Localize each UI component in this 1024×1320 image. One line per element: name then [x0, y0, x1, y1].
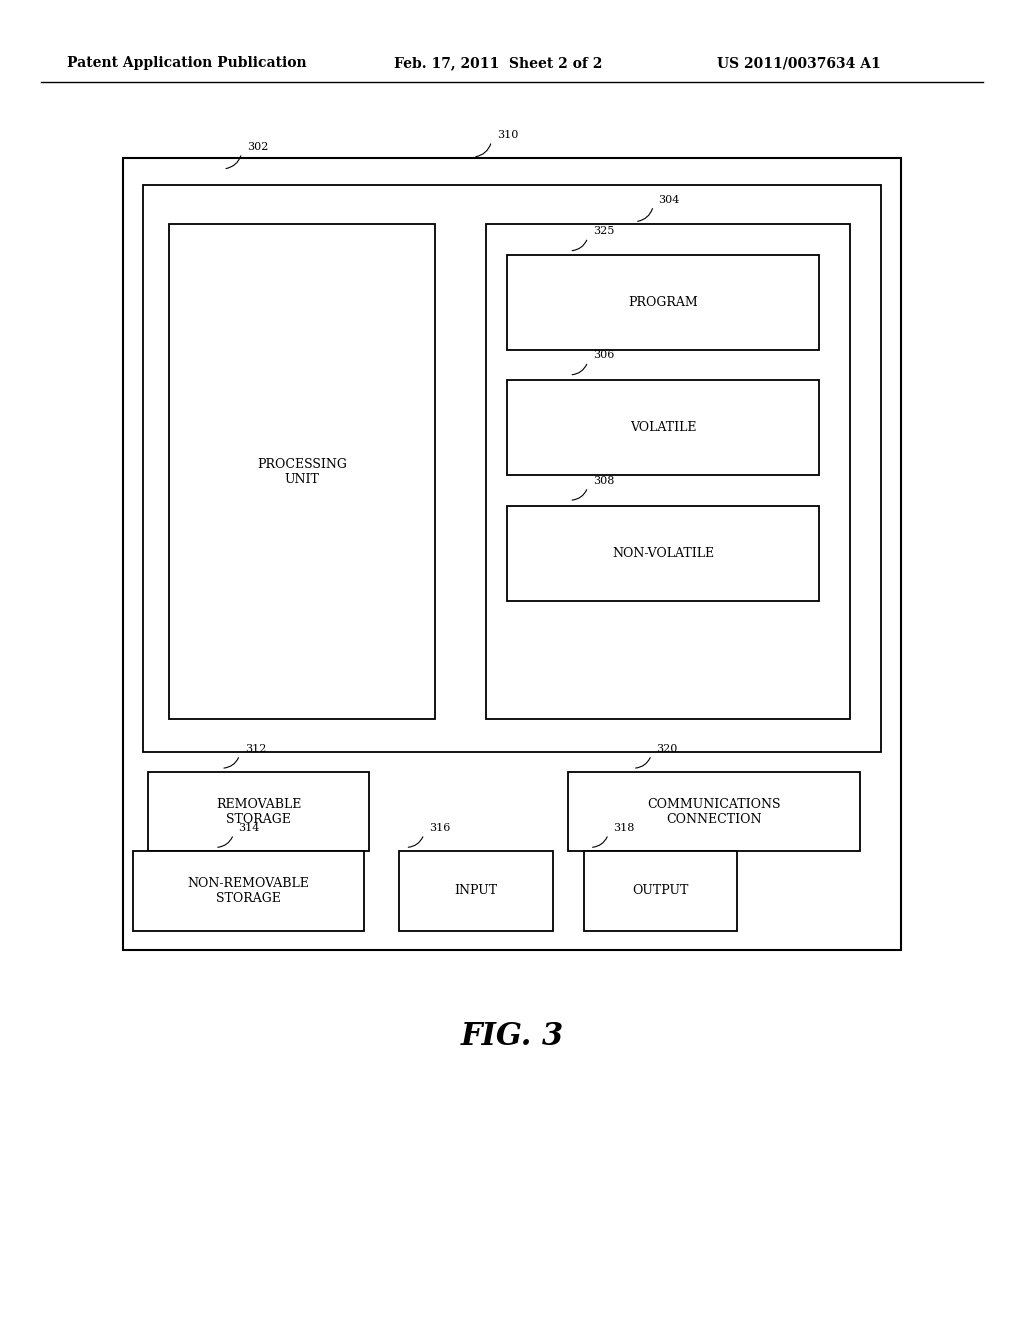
Text: Feb. 17, 2011  Sheet 2 of 2: Feb. 17, 2011 Sheet 2 of 2 [394, 57, 602, 70]
Text: 310: 310 [497, 129, 518, 140]
Text: INPUT: INPUT [455, 884, 498, 898]
Bar [133, 851, 364, 931]
Text: FIG. 3: FIG. 3 [461, 1020, 563, 1052]
Text: 316: 316 [429, 822, 451, 833]
Text: 306: 306 [593, 350, 614, 360]
Text: 308: 308 [593, 475, 614, 486]
Text: NON-REMOVABLE
STORAGE: NON-REMOVABLE STORAGE [187, 876, 309, 906]
Bar [399, 851, 553, 931]
Text: 325: 325 [593, 226, 614, 236]
Text: NON-VOLATILE: NON-VOLATILE [612, 546, 714, 560]
Bar [584, 851, 737, 931]
Bar [486, 224, 850, 719]
Bar [507, 506, 819, 601]
Text: PROGRAM: PROGRAM [628, 296, 698, 309]
Text: US 2011/0037634 A1: US 2011/0037634 A1 [717, 57, 881, 70]
Bar [123, 158, 901, 950]
Text: 318: 318 [613, 822, 635, 833]
Text: VOLATILE: VOLATILE [630, 421, 696, 434]
Bar [507, 255, 819, 350]
Bar [143, 185, 881, 752]
Bar [507, 380, 819, 475]
Text: Patent Application Publication: Patent Application Publication [67, 57, 306, 70]
Text: 302: 302 [247, 141, 268, 152]
Bar [148, 772, 369, 851]
Text: 314: 314 [239, 822, 260, 833]
Bar [568, 772, 860, 851]
Text: 312: 312 [245, 743, 266, 754]
Text: 320: 320 [656, 743, 678, 754]
Text: COMMUNICATIONS
CONNECTION: COMMUNICATIONS CONNECTION [647, 797, 781, 826]
Text: OUTPUT: OUTPUT [632, 884, 689, 898]
Text: REMOVABLE
STORAGE: REMOVABLE STORAGE [216, 797, 301, 826]
Text: 304: 304 [658, 194, 680, 205]
Bar [169, 224, 435, 719]
Text: PROCESSING
UNIT: PROCESSING UNIT [257, 458, 347, 486]
